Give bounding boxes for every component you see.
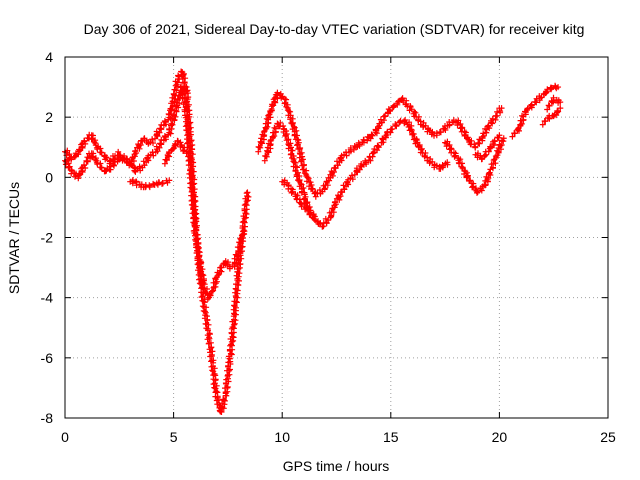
x-tick-label: 20 <box>492 429 508 445</box>
x-tick-label: 5 <box>170 429 178 445</box>
series-markers <box>279 177 318 220</box>
tick-layer: 0 5 10 15 20 25 -8 -6 -4 -2 0 2 4 <box>41 49 616 445</box>
points-layer <box>62 68 564 415</box>
series-markers <box>544 94 564 113</box>
grid-layer <box>65 57 608 418</box>
y-axis-label: SDTVAR / TECUs <box>6 182 22 294</box>
data-series-3 <box>127 177 173 191</box>
data-series-7 <box>279 177 318 220</box>
series-markers <box>127 177 173 191</box>
data-series-11 <box>509 82 562 140</box>
y-tick-label: 0 <box>45 169 53 185</box>
series-markers <box>161 137 190 167</box>
x-axis-label: GPS time / hours <box>283 458 390 474</box>
y-tick-label: -2 <box>41 230 54 246</box>
data-series-5 <box>255 89 457 200</box>
data-series-12 <box>539 105 564 128</box>
series-markers <box>261 117 451 230</box>
series-markers <box>442 135 507 196</box>
y-tick-label: 4 <box>45 49 53 65</box>
chart-title: Day 306 of 2021, Sidereal Day-to-day VTE… <box>84 21 585 37</box>
series-markers <box>255 89 457 200</box>
x-tick-label: 15 <box>383 429 399 445</box>
series-markers <box>453 105 505 151</box>
data-series-10 <box>472 132 503 163</box>
x-tick-label: 10 <box>274 429 290 445</box>
data-series-9 <box>453 105 505 151</box>
x-tick-label: 0 <box>61 429 69 445</box>
y-tick-label: -8 <box>41 410 54 426</box>
y-tick-label: -4 <box>41 290 54 306</box>
y-tick-label: -6 <box>41 350 54 366</box>
series-markers <box>539 105 564 128</box>
x-tick-label: 25 <box>600 429 616 445</box>
data-series-4 <box>161 137 190 167</box>
data-series-8 <box>442 135 507 196</box>
series-markers <box>509 82 562 140</box>
data-series-13 <box>544 94 564 113</box>
data-series-6 <box>261 117 451 230</box>
y-tick-label: 2 <box>45 109 53 125</box>
series-markers <box>472 132 503 163</box>
